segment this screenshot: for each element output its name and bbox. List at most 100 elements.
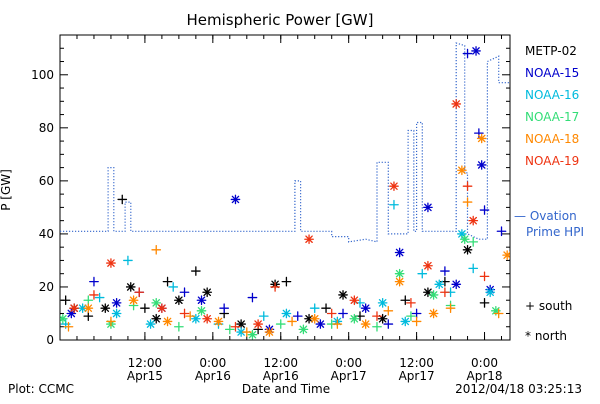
- point-metp-02: [400, 295, 411, 306]
- point-noaa-18: [411, 316, 422, 327]
- point-noaa-15: [292, 311, 303, 321]
- data-points-group: [60, 46, 510, 340]
- point-noaa-15: [476, 160, 487, 170]
- plot-timestamp: 2012/04/18 03:25:13: [455, 382, 582, 396]
- point-noaa-18: [360, 319, 371, 329]
- point-noaa-18: [462, 197, 473, 207]
- point-noaa-15-d2: [112, 299, 121, 307]
- point-noaa-18-d2: [265, 328, 274, 336]
- point-noaa-19-d2: [469, 216, 478, 225]
- point-noaa-18: [151, 244, 162, 255]
- legend-entry: NOAA-16: [525, 88, 579, 102]
- point-noaa-17-d2: [429, 291, 438, 299]
- point-noaa-18: [264, 327, 275, 337]
- point-metp-02: [281, 276, 292, 287]
- point-noaa-18-d2: [458, 166, 466, 175]
- point-noaa-15: [89, 276, 99, 287]
- point-noaa-15-d2: [361, 304, 370, 312]
- symbol-legend-north: * north: [525, 329, 567, 343]
- point-metp-02-d2: [203, 288, 211, 297]
- point-noaa-18: [493, 308, 504, 319]
- point-noaa-16: [281, 308, 292, 319]
- point-noaa-18: [106, 316, 116, 327]
- point-noaa-16-d2: [78, 304, 87, 312]
- point-noaa-17: [406, 311, 416, 321]
- point-noaa-15-d2: [231, 195, 240, 204]
- ovation-hpi-line: [60, 42, 510, 243]
- point-noaa-19: [253, 319, 263, 329]
- point-metp-02-d2: [339, 291, 347, 299]
- point-noaa-19: [479, 271, 490, 282]
- point-noaa-17: [174, 321, 184, 332]
- point-noaa-16-d2: [237, 328, 245, 336]
- x-tick-label-time: 0:00: [471, 356, 498, 370]
- point-noaa-17-d2: [460, 235, 469, 244]
- point-metp-02: [174, 295, 184, 306]
- point-noaa-15-d2: [316, 320, 325, 328]
- point-metp-02: [236, 319, 246, 329]
- point-noaa-15: [440, 266, 450, 276]
- point-metp-02: [479, 298, 490, 308]
- legend-entry-ovation-line2: Prime HPI: [526, 225, 584, 239]
- point-noaa-19-d2: [254, 320, 262, 328]
- point-metp-02: [117, 194, 128, 205]
- point-noaa-19-d2: [70, 304, 78, 312]
- point-noaa-16: [190, 313, 201, 324]
- point-noaa-16-d2: [282, 309, 291, 318]
- point-noaa-17: [298, 324, 309, 335]
- point-metp-02: [462, 244, 473, 255]
- point-noaa-17: [60, 313, 68, 324]
- point-noaa-15: [394, 247, 405, 258]
- point-noaa-17: [428, 290, 439, 300]
- y-tick-label: 40: [39, 227, 54, 241]
- point-noaa-17: [459, 234, 470, 245]
- point-noaa-17-d2: [492, 307, 500, 315]
- point-noaa-19: [157, 303, 167, 314]
- point-noaa-17: [275, 319, 286, 329]
- point-noaa-16: [468, 263, 479, 274]
- point-noaa-19: [326, 308, 337, 319]
- point-noaa-18: [457, 165, 467, 176]
- point-noaa-16-d2: [486, 288, 494, 297]
- point-metp-02-d2: [305, 314, 313, 323]
- x-tick-label-date: Apr16: [263, 369, 299, 383]
- y-axis-label: P [GW]: [0, 169, 13, 211]
- point-noaa-19-d2: [390, 182, 398, 190]
- point-noaa-19: [440, 287, 450, 298]
- point-noaa-15: [411, 308, 422, 319]
- point-noaa-19-d2: [305, 235, 313, 244]
- point-noaa-18: [445, 303, 456, 314]
- point-noaa-16: [417, 268, 428, 279]
- point-metp-02: [190, 266, 201, 276]
- point-noaa-17: [372, 321, 382, 332]
- x-tick-label-date: Apr15: [127, 369, 163, 383]
- point-noaa-17: [468, 237, 479, 247]
- point-noaa-18-d2: [429, 309, 438, 318]
- point-noaa-16: [168, 282, 179, 292]
- point-noaa-19-d2: [107, 259, 115, 267]
- point-noaa-18: [63, 321, 74, 332]
- point-metp-02: [83, 311, 94, 321]
- point-noaa-19: [372, 311, 382, 321]
- legend-entry: METP-02: [525, 44, 577, 58]
- point-noaa-18: [502, 250, 510, 260]
- point-noaa-15: [219, 303, 230, 314]
- point-noaa-15: [423, 202, 433, 213]
- point-noaa-15: [111, 298, 122, 308]
- x-tick-label-date: Apr17: [331, 369, 367, 383]
- legend-entry: NOAA-15: [525, 66, 579, 80]
- plot-source-label: Plot: CCMC: [8, 382, 74, 396]
- chart-title: Hemispheric Power [GW]: [187, 11, 374, 29]
- y-tick-label: 20: [39, 280, 54, 294]
- point-noaa-15: [338, 308, 348, 319]
- point-metp-02: [321, 303, 331, 314]
- point-metp-02: [423, 287, 433, 298]
- point-noaa-18-d2: [477, 134, 486, 143]
- symbol-legend-south: + south: [525, 299, 572, 313]
- point-noaa-15-d2: [395, 248, 404, 257]
- plot-frame: [59, 34, 511, 341]
- point-noaa-17-d2: [395, 269, 404, 278]
- point-noaa-17: [394, 268, 405, 279]
- point-noaa-16: [145, 319, 156, 329]
